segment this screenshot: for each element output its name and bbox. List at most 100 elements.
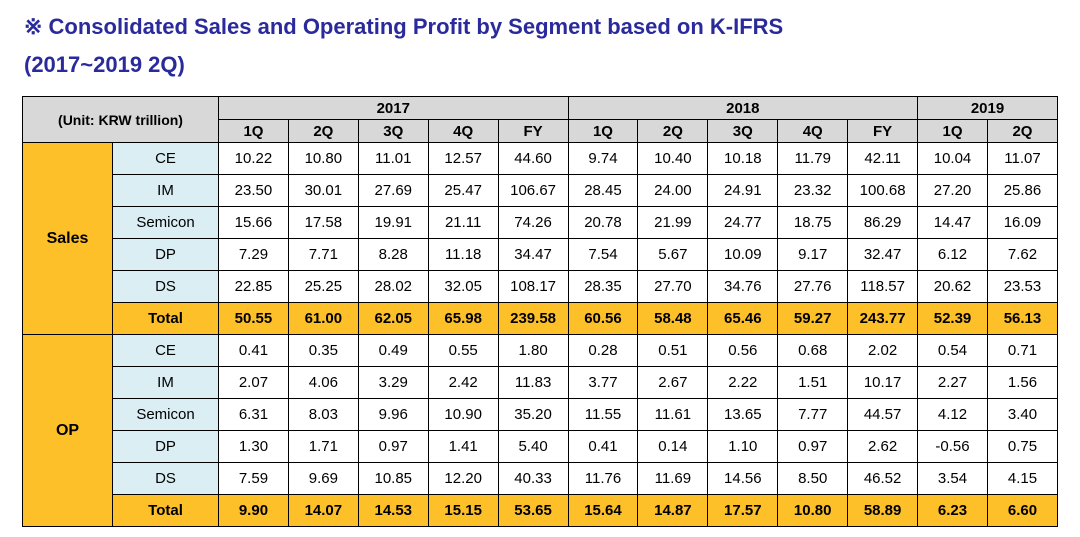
segment-table: (Unit: KRW trillion) 2017 2018 2019 1Q 2Q 3Q 4Q… [22,96,1059,527]
data-cell: 3.29 [357,366,429,399]
data-cell: 0.14 [637,430,709,463]
data-cell: 15.66 [218,206,289,239]
data-cell: 2.67 [637,366,709,399]
table-row: DP 7.29 7.71 8.28 11.18 34.47 7.54 5.67 10.09 9.1… [23,238,1059,271]
data-cell: 32.47 [847,238,919,271]
data-cell: 11.83 [497,366,569,399]
total-cell: 65.98 [427,302,499,335]
data-cell: 10.80 [287,142,359,175]
data-cell: 23.53 [986,270,1059,303]
data-cell: 23.32 [777,174,849,207]
unit-label: (Unit: KRW trillion) [22,96,219,143]
data-cell: 4.15 [986,462,1059,495]
data-cell: 24.77 [707,206,779,239]
data-cell: 10.18 [707,142,779,175]
data-cell: 25.86 [986,174,1059,207]
segment-label: CE [112,142,219,175]
data-cell: 23.50 [218,174,289,207]
data-cell: 25.47 [427,174,499,207]
quarter-header: 4Q [427,119,499,143]
data-cell: 1.56 [986,366,1059,399]
group-label: OP [22,334,113,527]
data-cell: 7.62 [986,238,1059,271]
segment-label: Semicon [112,398,219,431]
data-cell: 10.04 [917,142,988,175]
data-cell: 10.85 [357,462,429,495]
data-cell: 0.35 [287,334,359,367]
data-cell: 40.33 [497,462,569,495]
total-cell: 243.77 [847,302,919,335]
data-cell: 9.69 [287,462,359,495]
total-cell: 10.80 [777,494,849,527]
data-cell: 108.17 [497,270,569,303]
total-cell: 15.15 [427,494,499,527]
data-cell: 4.12 [917,398,988,431]
data-cell: 27.20 [917,174,988,207]
data-cell: 86.29 [847,206,919,239]
data-cell: 20.78 [567,206,639,239]
data-cell: 0.71 [986,334,1059,367]
segment-label: CE [112,334,219,367]
quarter-header: 1Q [917,119,988,143]
total-label: Total [112,494,219,527]
quarter-header: 1Q [567,119,639,143]
data-cell: 118.57 [847,270,919,303]
table-row: Sales CE 10.22 10.80 11.01 12.57 44.60 9.74 10.4… [22,142,1059,335]
total-cell: 9.90 [218,494,289,527]
data-cell: 13.65 [707,398,779,431]
data-cell: 9.74 [567,142,639,175]
data-cell: 7.54 [567,238,639,271]
data-cell: 35.20 [497,398,569,431]
data-cell: 0.55 [427,334,499,367]
total-cell: 14.53 [357,494,429,527]
table-row: DP 1.30 1.71 0.97 1.41 5.40 0.41 0.14 1.10 0.97 2.… [23,430,1059,463]
quarter-header: 4Q [777,119,849,143]
data-cell: 2.22 [707,366,779,399]
data-cell: 25.25 [287,270,359,303]
segment-label: Semicon [112,206,219,239]
data-cell: 27.70 [637,270,709,303]
total-cell: 14.87 [637,494,709,527]
total-cell: 52.39 [917,302,988,335]
data-cell: 6.31 [218,398,289,431]
data-cell: 1.80 [497,334,569,367]
quarter-header: FY [497,119,569,143]
quarter-header: 2Q [637,119,709,143]
data-cell: 11.01 [357,142,429,175]
total-cell: 50.55 [218,302,289,335]
data-cell: 22.85 [218,270,289,303]
data-cell: 4.06 [287,366,359,399]
year-header: 2018 [567,96,919,120]
data-cell: 0.75 [986,430,1059,463]
year-header: 2019 [917,96,1058,120]
quarter-header: 2Q [986,119,1059,143]
data-cell: 30.01 [287,174,359,207]
table-row: IM 2.07 4.06 3.29 2.42 11.83 3.77 2.67 2.22 1.51 1… [23,366,1059,399]
data-cell: 11.55 [567,398,639,431]
total-cell: 17.57 [707,494,779,527]
data-cell: 10.22 [218,142,289,175]
data-cell: 0.56 [707,334,779,367]
data-cell: 2.42 [427,366,499,399]
table-row: OP CE 0.41 0.35 0.49 0.55 1.80 0.28 0.51 0.56 0.68… [22,334,1059,527]
total-cell: 53.65 [497,494,569,527]
total-cell: 6.23 [917,494,988,527]
data-cell: 44.57 [847,398,919,431]
data-cell: 27.69 [357,174,429,207]
total-cell: 58.48 [637,302,709,335]
data-cell: 2.07 [218,366,289,399]
data-cell: 21.11 [427,206,499,239]
table-row: DS 7.59 9.69 10.85 12.20 40.33 11.76 11.69 14.56… [23,462,1059,495]
table-row: Semicon 15.66 17.58 19.91 21.11 74.26 20.78 21.… [23,206,1059,239]
data-cell: 100.68 [847,174,919,207]
total-cell: 239.58 [497,302,569,335]
data-cell: 12.20 [427,462,499,495]
data-cell: 42.11 [847,142,919,175]
data-cell: 18.75 [777,206,849,239]
total-cell: 56.13 [986,302,1059,335]
table-row: IM 23.50 30.01 27.69 25.47 106.67 28.45 24.00 24… [23,174,1059,207]
data-cell: 3.54 [917,462,988,495]
data-cell: 0.68 [777,334,849,367]
data-cell: 14.56 [707,462,779,495]
data-cell: 10.17 [847,366,919,399]
